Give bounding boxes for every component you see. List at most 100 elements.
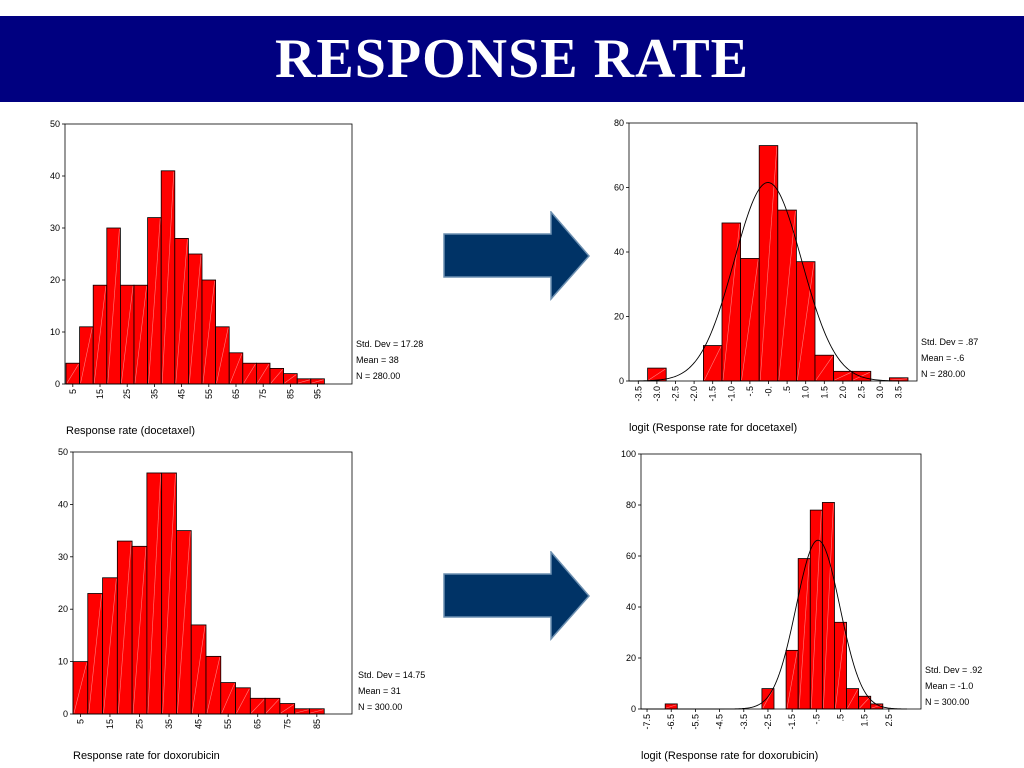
bar-hatch <box>265 699 280 714</box>
x-tick-label: 55 <box>223 719 233 729</box>
bar-hatch <box>243 364 256 384</box>
y-tick-label: 0 <box>619 376 624 386</box>
x-tick-label: -3.5 <box>633 386 643 402</box>
x-tick-label: -3.5 <box>739 714 749 730</box>
chart-caption: Response rate for doxorubicin <box>73 750 220 762</box>
title-banner: RESPONSE RATE <box>0 16 1024 102</box>
x-tick-label: 25 <box>122 389 132 399</box>
stat-label: Mean = 31 <box>358 686 401 696</box>
bar-hatch <box>815 356 833 381</box>
x-tick-label: 1.5 <box>860 714 870 727</box>
y-tick-label: 10 <box>58 657 68 667</box>
bar-hatch <box>847 689 858 709</box>
x-tick-label: -7.5 <box>642 714 652 730</box>
bar-hatch <box>871 704 882 709</box>
y-tick-label: 30 <box>50 223 60 233</box>
x-tick-label: 3.5 <box>894 386 904 399</box>
y-tick-label: 10 <box>50 327 60 337</box>
bar-hatch <box>798 559 810 709</box>
y-tick-label: 80 <box>626 500 636 510</box>
chart-caption: Response rate (docetaxel) <box>66 425 195 437</box>
y-tick-label: 0 <box>63 709 68 719</box>
bar-hatch <box>221 683 235 714</box>
x-tick-label: -2.5 <box>671 386 681 402</box>
stat-label: Mean = -1.0 <box>925 681 973 691</box>
stat-label: N = 280.00 <box>921 369 965 379</box>
bar-hatch <box>666 704 677 709</box>
normal-curve <box>628 182 908 382</box>
x-tick-label: -.5 <box>811 714 821 725</box>
bar-hatch <box>810 511 822 709</box>
y-tick-label: 50 <box>58 447 68 457</box>
x-tick-label: 5 <box>68 389 78 394</box>
y-tick-label: 0 <box>631 704 636 714</box>
y-tick-label: 40 <box>614 247 624 257</box>
stat-label: Mean = -.6 <box>921 353 964 363</box>
bar-hatch <box>107 228 120 384</box>
bar-hatch <box>121 286 134 384</box>
bar-hatch <box>853 372 870 381</box>
bar-hatch <box>741 259 759 381</box>
y-tick-label: 20 <box>58 604 68 614</box>
x-tick-label: -1.0 <box>726 386 736 402</box>
bar-hatch <box>66 364 79 384</box>
bar-hatch <box>189 254 202 384</box>
y-tick-label: 40 <box>50 171 60 181</box>
bar-hatch <box>73 662 88 714</box>
bar-hatch <box>134 286 147 384</box>
bar-hatch <box>280 704 294 714</box>
x-tick-label: -2.5 <box>763 714 773 730</box>
x-tick-label: 95 <box>313 389 323 399</box>
x-tick-label: .5 <box>782 386 792 394</box>
y-tick-label: 20 <box>614 312 624 322</box>
plot-frame <box>72 451 353 715</box>
x-tick-label: 3.0 <box>875 386 885 399</box>
bar-hatch <box>162 473 176 714</box>
bar-hatch <box>797 262 815 381</box>
x-tick-label: 2.0 <box>838 386 848 399</box>
y-tick-label: 60 <box>614 183 624 193</box>
x-tick-label: 85 <box>285 389 295 399</box>
stat-label: Std. Dev = .92 <box>925 665 982 675</box>
bar-hatch <box>310 709 324 714</box>
bar-hatch <box>284 374 297 384</box>
page-title: RESPONSE RATE <box>274 28 750 90</box>
bar-hatch <box>778 211 796 381</box>
stat-label: Std. Dev = .87 <box>921 337 978 347</box>
bar-hatch <box>251 699 265 714</box>
bar-hatch <box>80 327 93 384</box>
x-tick-label: 35 <box>149 389 159 399</box>
y-tick-label: 20 <box>50 275 60 285</box>
bar-hatch <box>257 364 270 384</box>
bar-hatch <box>762 689 774 709</box>
bar-hatch <box>823 503 834 709</box>
bar-hatch <box>236 688 250 714</box>
y-tick-label: 0 <box>55 379 60 389</box>
bar-hatch <box>216 327 229 384</box>
x-tick-label: 5 <box>75 719 85 724</box>
y-tick-label: 40 <box>626 602 636 612</box>
y-tick-label: 50 <box>50 119 60 129</box>
bar-hatch <box>648 368 666 381</box>
bar-hatch <box>118 542 132 714</box>
x-tick-label: -0. <box>764 386 774 397</box>
bar-hatch <box>298 379 310 384</box>
x-tick-label: -3.0 <box>652 386 662 402</box>
bar-hatch <box>202 280 215 384</box>
plot-frame <box>640 453 922 710</box>
stat-label: Std. Dev = 14.75 <box>358 670 425 680</box>
x-tick-label: -6.5 <box>666 714 676 730</box>
x-tick-label: 1.0 <box>801 386 811 399</box>
x-tick-label: -5.5 <box>690 714 700 730</box>
bar-hatch <box>859 697 870 709</box>
bar-hatch <box>88 594 102 714</box>
bar-hatch <box>311 379 324 384</box>
bar-hatch <box>270 369 283 384</box>
x-tick-label: 35 <box>164 719 174 729</box>
x-tick-label: 55 <box>204 389 214 399</box>
x-tick-label: -4.5 <box>715 714 725 730</box>
x-tick-label: 1.5 <box>819 386 829 399</box>
